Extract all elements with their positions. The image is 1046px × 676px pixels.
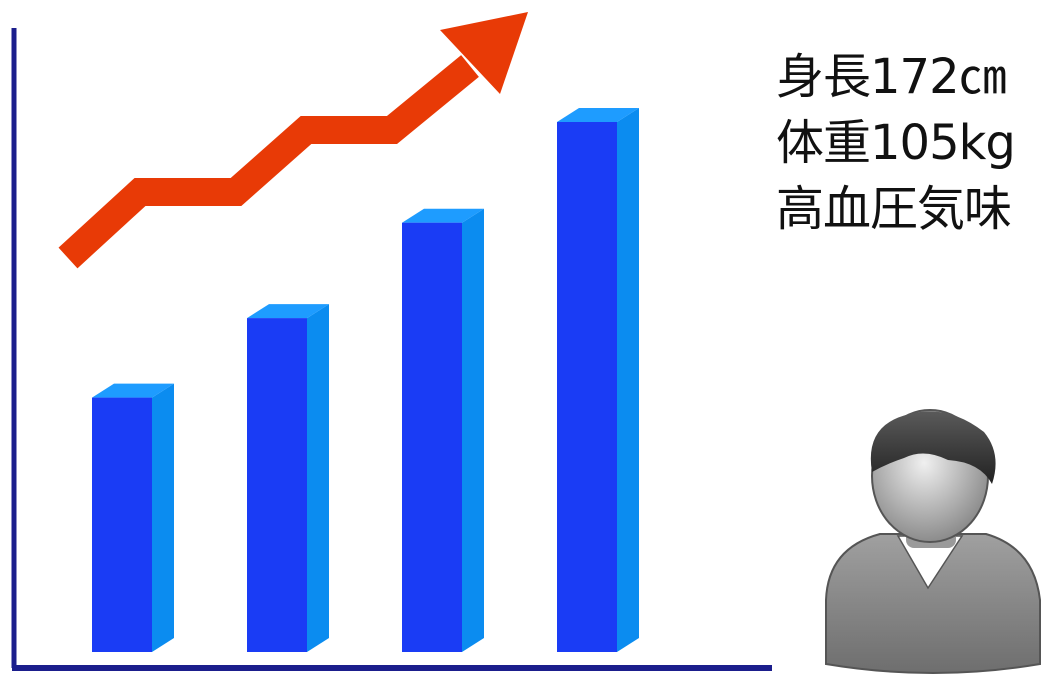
- bar-top: [92, 383, 174, 398]
- bar: [92, 397, 152, 652]
- bar: [402, 222, 462, 652]
- height-text: 身長172㎝: [776, 49, 1007, 105]
- bar-side: [152, 383, 174, 652]
- bar: [247, 318, 307, 652]
- weight-text: 体重105kg: [776, 115, 1016, 171]
- profile-info: 身長172㎝ 体重105kg 高血圧気味: [776, 44, 1046, 242]
- bar-top: [247, 304, 329, 319]
- bar-top: [557, 108, 639, 122]
- trend-up-arrow-icon: [58, 12, 528, 269]
- bar-top: [402, 208, 484, 223]
- bar-side: [307, 304, 329, 652]
- bar-side: [617, 108, 639, 652]
- bar: [557, 122, 617, 652]
- condition-text: 高血圧気味: [776, 181, 1012, 237]
- person-icon: [825, 409, 1041, 674]
- bar-series: [92, 108, 639, 652]
- bar-side: [462, 208, 484, 652]
